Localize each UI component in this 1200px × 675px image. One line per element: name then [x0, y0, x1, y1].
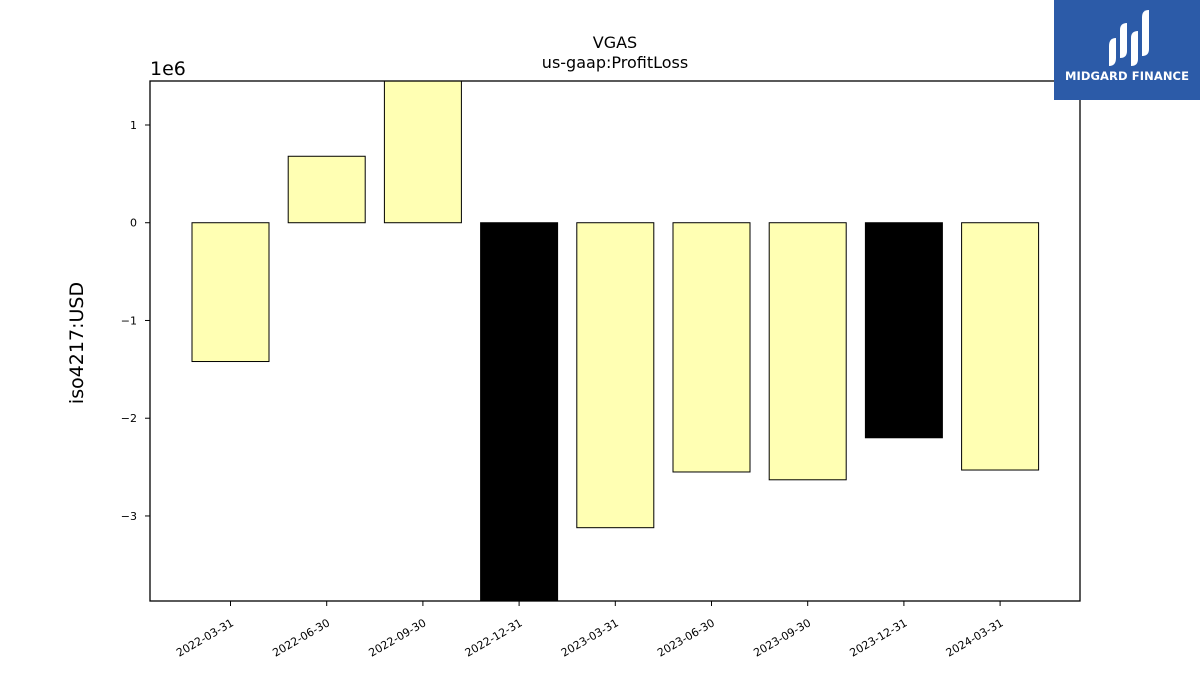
y-tick-label: −3 — [121, 510, 137, 523]
bar-2024-03-31 — [961, 222, 1040, 471]
bar-2022-12-31 — [480, 222, 559, 602]
x-tick-label: 2022-06-30 — [270, 616, 332, 659]
x-tick-label: 2022-12-31 — [463, 616, 525, 659]
x-tick-label: 2022-09-30 — [367, 616, 429, 659]
y-axis-label: iso4217:USD — [66, 282, 88, 404]
plot-frame — [149, 80, 1081, 602]
x-tick-label: 2022-03-31 — [174, 616, 236, 659]
y-tick-label: −1 — [121, 314, 137, 327]
y-ticks-layer: 1 0 −1 −2 −3 — [121, 119, 150, 523]
y-tick-label: 0 — [130, 217, 137, 230]
x-tick-label: 2023-12-31 — [848, 616, 910, 659]
y-tick-label: −2 — [121, 412, 137, 425]
bar-2022-06-30 — [287, 155, 366, 224]
bar-2023-12-31 — [864, 222, 943, 439]
x-tick-label: 2024-03-31 — [944, 616, 1006, 659]
logo-mark-icon — [1109, 10, 1149, 66]
x-tick-label: 2023-03-31 — [559, 616, 621, 659]
bar-2023-09-30 — [768, 222, 847, 481]
chart-subtitle: us-gaap:ProfitLoss — [542, 53, 688, 72]
bar-2023-06-30 — [672, 222, 751, 473]
logo-text: MIDGARD FINANCE — [1064, 69, 1190, 83]
brand-logo: MIDGARD FINANCE — [1054, 0, 1200, 100]
y-axis-offset-label: 1e6 — [150, 58, 186, 80]
y-tick-label: 1 — [130, 119, 137, 132]
bar-2022-09-30 — [383, 80, 462, 224]
chart-title: VGAS — [593, 33, 637, 52]
x-tick-label: 2023-06-30 — [655, 616, 717, 659]
x-ticks-layer: 2022-03-31 2022-06-30 2022-09-30 2022-12-31… — [174, 601, 1006, 660]
x-tick-label: 2023-09-30 — [751, 616, 813, 659]
bar-2023-03-31 — [576, 222, 655, 529]
bars-layer — [191, 80, 1040, 602]
bar-2022-03-31 — [191, 222, 270, 363]
